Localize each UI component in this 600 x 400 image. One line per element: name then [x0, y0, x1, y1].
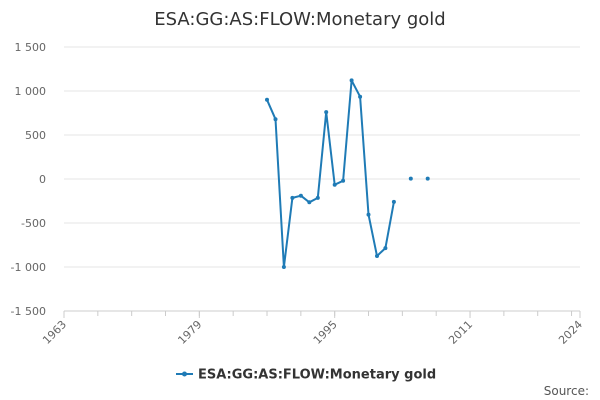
data-point[interactable] — [408, 176, 413, 181]
data-point[interactable] — [307, 200, 312, 205]
y-axis: -1 500 -1 000 -500 0 500 1 000 1 500 — [11, 41, 46, 318]
data-point[interactable] — [324, 110, 329, 115]
y-tick-label: 500 — [25, 129, 46, 142]
data-point[interactable] — [332, 182, 337, 187]
data-point[interactable] — [341, 178, 346, 183]
data-point[interactable] — [265, 97, 269, 102]
data-point[interactable] — [298, 193, 303, 198]
data-point[interactable] — [375, 254, 379, 258]
data-point[interactable] — [425, 176, 430, 181]
x-tick-label: 2011 — [446, 318, 475, 347]
y-tick-label: -500 — [21, 217, 46, 230]
x-axis: 1963 1979 1995 2011 2024 — [40, 310, 585, 347]
y-tick-label: 0 — [39, 173, 46, 186]
data-point[interactable] — [315, 195, 320, 200]
legend[interactable]: ESA:GG:AS:FLOW:Monetary gold — [176, 368, 436, 383]
x-tick-label: 1979 — [175, 318, 204, 347]
data-point[interactable] — [349, 78, 354, 83]
data-point[interactable] — [273, 117, 278, 122]
data-point[interactable] — [383, 246, 388, 251]
series-layer — [265, 78, 430, 269]
y-tick-label: 1 500 — [15, 41, 47, 54]
data-point[interactable] — [358, 94, 363, 99]
data-point[interactable] — [281, 265, 286, 269]
chart-title: ESA:GG:AS:FLOW:Monetary gold — [154, 9, 445, 30]
y-tick-label: -1 000 — [11, 261, 46, 274]
data-point[interactable] — [391, 199, 396, 204]
grid-lines — [64, 46, 580, 312]
x-tick-label: 1995 — [311, 318, 340, 347]
series-line — [266, 79, 395, 268]
data-point[interactable] — [366, 212, 371, 217]
x-tick-label: 2024 — [556, 318, 585, 347]
legend-label: ESA:GG:AS:FLOW:Monetary gold — [198, 368, 436, 383]
x-tick-label: 1963 — [40, 318, 69, 347]
y-tick-label: -1 500 — [11, 305, 46, 318]
data-point[interactable] — [290, 195, 295, 200]
source-label: Source: — [544, 384, 589, 398]
y-tick-label: 1 000 — [15, 85, 47, 98]
legend-swatch-marker — [182, 371, 187, 377]
